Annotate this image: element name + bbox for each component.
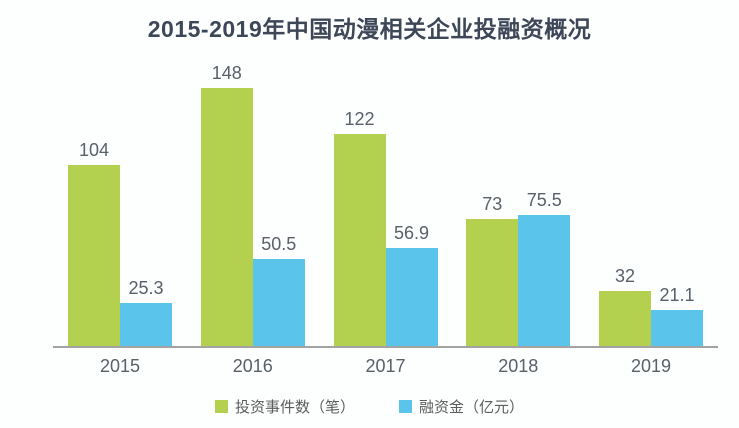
bar-value-label-funding-amount-2018: 75.5 (526, 190, 562, 210)
legend-item-investment-events: 投资事件数（笔） (214, 396, 355, 417)
bar-investment-events-2017 (333, 134, 386, 347)
x-axis-label-2017: 2017 (365, 356, 406, 376)
bar-slot-investment-events-2018: 73 (466, 194, 519, 347)
bar-funding-amount-2015 (120, 303, 172, 347)
chart-legend: 投资事件数（笔） 融资金（亿元） (0, 396, 739, 417)
legend-label-investment-events: 投资事件数（笔） (234, 399, 355, 416)
bar-group-2018: 73 75.5 (466, 190, 571, 347)
bar-value-label-funding-amount-2015: 25.3 (128, 278, 164, 298)
bar-value-label-funding-amount-2017: 56.9 (393, 223, 430, 243)
x-axis-label-2019: 2019 (630, 356, 672, 376)
bar-investment-events-2019 (599, 291, 651, 347)
x-axis-labels: 2015 2016 2017 2018 2019 (53, 356, 718, 377)
bar-value-label-investment-events-2017: 122 (344, 109, 375, 129)
bar-funding-amount-2019 (651, 310, 703, 347)
bar-slot-funding-amount-2018: 75.5 (518, 190, 571, 347)
bar-group-2019: 32 21.1 (599, 266, 703, 347)
bar-value-label-investment-events-2018: 73 (482, 194, 503, 214)
bar-slot-investment-events-2015: 104 (68, 140, 120, 347)
x-axis-label-2015: 2015 (99, 356, 141, 376)
x-axis-label-2018: 2018 (498, 356, 539, 376)
bar-slot-funding-amount-2017: 56.9 (385, 223, 438, 347)
bar-slot-investment-events-2019: 32 (599, 266, 651, 347)
bar-funding-amount-2016 (252, 259, 305, 347)
bar-slot-investment-events-2017: 122 (333, 109, 386, 347)
chart-title: 2015-2019年中国动漫相关企业投融资概况 (147, 16, 592, 42)
bar-value-label-investment-events-2015: 104 (78, 140, 110, 160)
bar-investment-events-2018 (466, 219, 519, 347)
bar-funding-amount-2018 (518, 215, 571, 347)
bar-group-2017: 122 56.9 (333, 109, 438, 347)
bar-group-2015: 104 25.3 (68, 140, 172, 347)
bar-slot-funding-amount-2016: 50.5 (252, 234, 305, 347)
x-axis-label-2016: 2016 (232, 356, 273, 376)
bar-value-label-funding-amount-2019: 21.1 (659, 285, 695, 305)
bar-slot-investment-events-2016: 148 (200, 63, 253, 347)
bar-value-label-investment-events-2016: 148 (211, 63, 242, 83)
bar-group-2016: 148 50.5 (200, 63, 305, 347)
legend-item-funding-amount: 融资金（亿元） (399, 396, 524, 417)
x-axis-line (53, 346, 718, 348)
bar-investment-events-2015 (68, 165, 120, 347)
bar-slot-funding-amount-2015: 25.3 (120, 278, 172, 347)
legend-label-funding-amount: 融资金（亿元） (419, 399, 525, 416)
bar-investment-events-2016 (200, 88, 253, 347)
bar-value-label-investment-events-2019: 32 (614, 266, 636, 286)
bar-value-label-funding-amount-2016: 50.5 (261, 234, 297, 254)
legend-swatch-green-icon (214, 400, 228, 413)
bar-slot-funding-amount-2019: 21.1 (651, 285, 703, 347)
legend-swatch-blue-icon (399, 400, 412, 413)
bar-funding-amount-2017 (385, 248, 438, 347)
plot-area: 104 25.3 148 50.5 122 56.9 73 75.5 32 21.1 (53, 50, 718, 347)
